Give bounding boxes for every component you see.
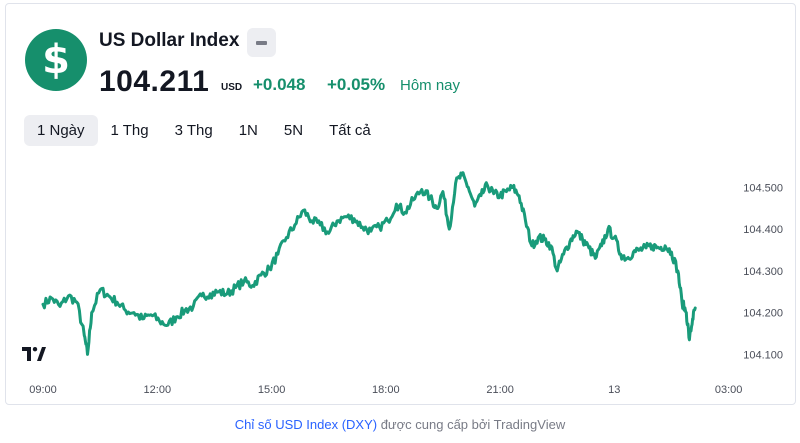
tradingview-logo-glyph [22,347,46,361]
range-tab-1y[interactable]: 1N [238,122,258,139]
price-line [41,171,697,356]
minus-badge[interactable] [247,28,276,57]
last-price: 104.211 [99,65,210,98]
x-tick-label: 12:00 [144,384,172,396]
x-tick-label: 18:00 [372,384,400,396]
x-tick-label: 13 [608,384,620,396]
y-tick-label: 104.400 [743,224,783,236]
change-period: Hôm nay [400,77,461,94]
range-tab-1d[interactable]: 1 Ngày [24,115,98,146]
price-chart[interactable]: 104.500 104.400 104.300 104.200 104.100 09:0… [6,4,797,406]
logo[interactable]: $ [25,29,87,91]
attribution-suffix: được cung cấp bởi TradingView [377,417,566,432]
x-tick-label: 03:00 [715,384,743,396]
dollar-sign-icon: $ [42,37,70,83]
symbol-title[interactable]: US Dollar Index [99,30,240,51]
attribution-link[interactable]: Chỉ số USD Index (DXY) [234,417,378,432]
attribution: Chỉ số USD Index (DXY) được cung cấp bởi… [0,417,800,432]
x-tick-label: 15:00 [258,384,286,396]
change-absolute: +0.048 [253,75,306,94]
y-tick-label: 104.200 [743,308,783,320]
y-tick-label: 104.100 [743,349,783,361]
y-tick-label: 104.500 [743,182,783,194]
tradingview-logo-icon[interactable] [17,340,51,368]
currency-label: USD [221,82,243,93]
x-tick-label: 21:00 [486,384,514,396]
range-tab-3m[interactable]: 3 Thg [174,122,213,139]
range-tab-5y[interactable]: 5N [283,122,304,139]
change-percent: +0.05% [327,75,386,94]
range-tabs: 1 Ngày 1 Thg 3 Thg 1N 5N Tất cả [24,115,384,146]
y-tick-label: 104.300 [743,266,783,278]
range-tab-1m[interactable]: 1 Thg [110,122,149,139]
symbol-widget: $ US Dollar Index 104.211 USD +0.048 +0.… [5,3,796,405]
x-tick-label: 09:00 [29,384,57,396]
minus-icon [256,40,267,45]
range-tab-all[interactable]: Tất cả [329,122,371,139]
